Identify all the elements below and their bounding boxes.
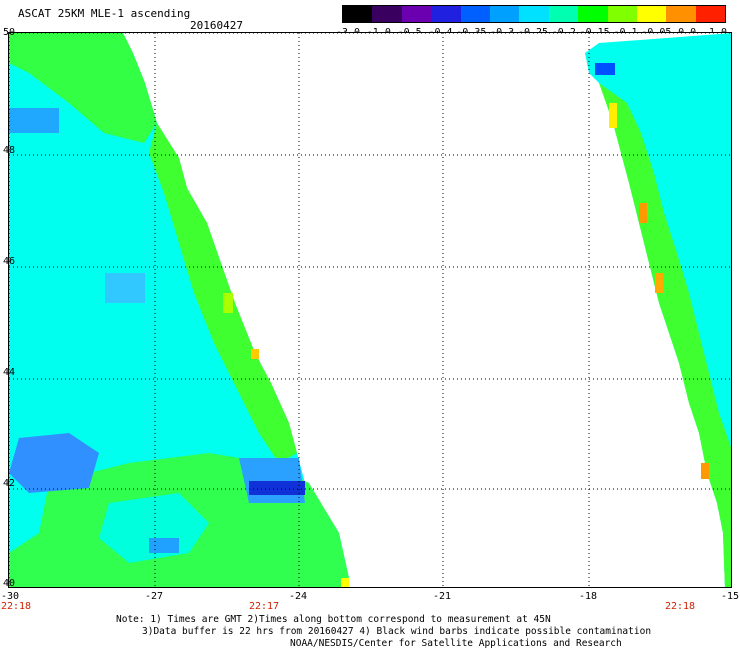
x-tick-minus27: -27 bbox=[144, 591, 164, 602]
colorbar-segment bbox=[431, 6, 461, 22]
colorbar-segment bbox=[607, 6, 637, 22]
colorbar-segment bbox=[519, 6, 549, 22]
time-label-mid: 22:17 bbox=[248, 601, 280, 612]
colorbar-segment bbox=[489, 6, 520, 22]
x-tick-minus30: -30 bbox=[0, 591, 20, 602]
y-tick-46: 46 bbox=[3, 256, 16, 267]
blue-patch-42n-west bbox=[9, 433, 99, 493]
right-orange-speck bbox=[639, 203, 647, 223]
left-swath-green-top bbox=[9, 33, 157, 143]
colorbar-segment bbox=[460, 6, 490, 22]
colorbar-segment bbox=[401, 6, 432, 22]
right-orange-speck-3 bbox=[701, 463, 709, 479]
colorbar-segment bbox=[578, 6, 608, 22]
colorbar bbox=[342, 5, 726, 23]
colorbar-segment bbox=[636, 6, 667, 22]
dark-blue-patch bbox=[249, 481, 305, 495]
x-tick-minus24: -24 bbox=[288, 591, 308, 602]
y-tick-44: 44 bbox=[3, 367, 16, 378]
yellow-green-speck bbox=[223, 293, 233, 313]
light-blue-patch bbox=[105, 273, 145, 303]
blue-patch-42n-east bbox=[239, 458, 305, 503]
time-label-left: 22:18 bbox=[0, 601, 32, 612]
blue-patch-south bbox=[149, 538, 179, 553]
yellow-speck bbox=[251, 349, 259, 359]
y-tick-50: 50 bbox=[3, 27, 16, 38]
colorbar-segment bbox=[666, 6, 696, 22]
right-orange-speck-2 bbox=[655, 273, 663, 293]
colorbar-segment bbox=[695, 6, 726, 22]
note-line-3: NOAA/NESDIS/Center for Satellite Applica… bbox=[290, 638, 622, 649]
y-tick-40: 40 bbox=[3, 578, 16, 589]
y-tick-48: 48 bbox=[3, 145, 16, 156]
right-blue-patch bbox=[595, 63, 615, 75]
colorbar-segment bbox=[548, 6, 579, 22]
cyan-patch bbox=[99, 493, 209, 563]
note-line-1: Note: 1) Times are GMT 2)Times along bot… bbox=[116, 614, 551, 625]
x-tick-minus21: -21 bbox=[432, 591, 452, 602]
yellow-speck-south bbox=[341, 578, 349, 587]
left-swath-base bbox=[9, 33, 349, 587]
x-tick-minus18: -18 bbox=[578, 591, 598, 602]
y-tick-42: 42 bbox=[3, 478, 16, 489]
time-label-right: 22:18 bbox=[664, 601, 696, 612]
colorbar-segment bbox=[343, 6, 373, 22]
right-yellow-speck bbox=[609, 103, 617, 128]
map-panel bbox=[8, 32, 732, 588]
note-line-2: 3)Data buffer is 22 hrs from 20160427 4)… bbox=[142, 626, 652, 637]
right-swath-base bbox=[585, 33, 731, 587]
colorbar-segment bbox=[372, 6, 402, 22]
x-tick-minus15: -15 bbox=[720, 591, 740, 602]
blue-patch-48n bbox=[9, 108, 59, 133]
map-title: ASCAT 25KM MLE-1 ascending bbox=[18, 7, 191, 20]
map-date: 20160427 bbox=[190, 19, 243, 32]
swath-plot bbox=[9, 33, 731, 587]
